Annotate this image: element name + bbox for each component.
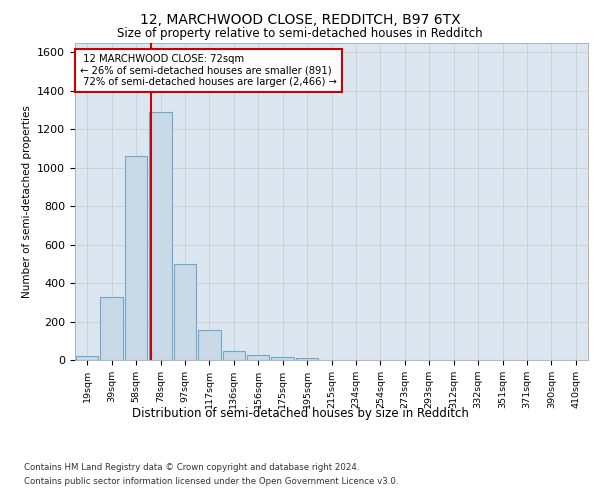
Bar bbox=[125, 156, 148, 360]
Bar bbox=[271, 356, 294, 360]
Bar bbox=[100, 296, 123, 360]
Bar bbox=[296, 358, 319, 360]
Bar bbox=[198, 330, 221, 360]
Text: Contains public sector information licensed under the Open Government Licence v3: Contains public sector information licen… bbox=[24, 478, 398, 486]
Text: Size of property relative to semi-detached houses in Redditch: Size of property relative to semi-detach… bbox=[117, 28, 483, 40]
Bar bbox=[149, 112, 172, 360]
Text: 12 MARCHWOOD CLOSE: 72sqm
← 26% of semi-detached houses are smaller (891)
 72% o: 12 MARCHWOOD CLOSE: 72sqm ← 26% of semi-… bbox=[80, 54, 337, 87]
Text: 12, MARCHWOOD CLOSE, REDDITCH, B97 6TX: 12, MARCHWOOD CLOSE, REDDITCH, B97 6TX bbox=[140, 12, 460, 26]
Text: Contains HM Land Registry data © Crown copyright and database right 2024.: Contains HM Land Registry data © Crown c… bbox=[24, 462, 359, 471]
Y-axis label: Number of semi-detached properties: Number of semi-detached properties bbox=[22, 105, 32, 298]
Bar bbox=[223, 351, 245, 360]
Bar bbox=[76, 356, 98, 360]
Bar bbox=[247, 355, 269, 360]
Text: Distribution of semi-detached houses by size in Redditch: Distribution of semi-detached houses by … bbox=[131, 408, 469, 420]
Bar bbox=[173, 264, 196, 360]
